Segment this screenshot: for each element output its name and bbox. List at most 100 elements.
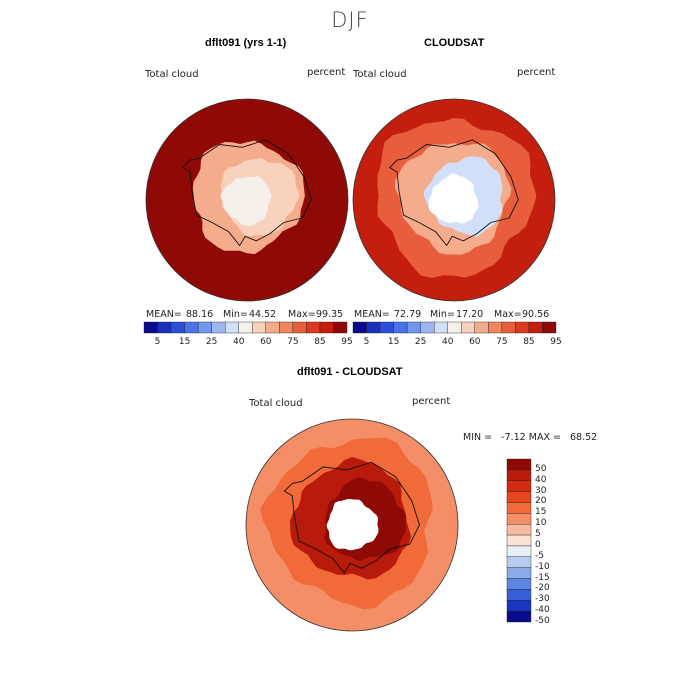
colorbar-cloudsat-swatch <box>461 321 475 334</box>
colorbar-model-swatch <box>292 321 307 334</box>
colorbar-difference-tick-label: -10 <box>535 561 550 572</box>
contour-region-pole <box>220 176 272 226</box>
map-panel-cloudsat <box>353 99 555 301</box>
colorbar-difference-tick-label: 5 <box>535 529 541 540</box>
colorbar-model-swatch <box>306 321 321 334</box>
colorbar-difference-tick-label: 20 <box>535 496 547 507</box>
colorbar-model-swatch <box>252 321 266 334</box>
colorbar-model-swatch <box>170 321 185 334</box>
colorbar-difference-tick-label: -5 <box>535 550 544 561</box>
contour-region-pole <box>326 498 379 551</box>
colorbar-model-tick-label: 85 <box>314 337 326 347</box>
colorbar-model-swatch <box>319 321 334 334</box>
units-label-model: percent <box>307 67 346 78</box>
mean-label-model: MEAN= <box>146 309 182 320</box>
colorbar-difference-tick-label: 0 <box>535 539 541 550</box>
colorbar-model-swatch <box>184 321 199 334</box>
colorbar-cloudsat-tick-label: 40 <box>441 337 454 347</box>
colorbar-cloudsat-swatch <box>528 321 543 334</box>
colorbar-model-tick-label: 25 <box>205 337 218 347</box>
colorbar-cloudsat-swatch <box>488 321 503 334</box>
colorbar-difference-swatch <box>506 600 532 612</box>
colorbar-model-swatch <box>143 321 158 334</box>
units-label-cloudsat: percent <box>517 67 556 78</box>
colorbar-cloudsat-swatch <box>447 321 462 334</box>
colorbar-difference-swatch <box>506 556 532 568</box>
colorbar-cloudsat-tick-label: 60 <box>469 337 481 347</box>
colorbar-model-swatch <box>333 321 348 334</box>
colorbar-cloudsat-tick-label: 95 <box>550 337 562 347</box>
colorbar-cloudsat-swatch <box>406 321 421 334</box>
colorbar-cloudsat-swatch <box>393 321 408 334</box>
mean-value-cloudsat: 72.79 <box>394 309 422 320</box>
coastline-outline <box>283 461 420 574</box>
colorbar-difference-swatch <box>506 502 532 514</box>
colorbar-model-swatch <box>224 321 239 334</box>
min-label-model: Min= <box>223 309 248 320</box>
mean-label-cloudsat: MEAN= <box>354 309 390 320</box>
colorbar-cloudsat-swatch <box>366 321 381 334</box>
field-label-difference: Total cloud <box>249 398 303 409</box>
colorbar-cloudsat-swatch <box>501 321 516 334</box>
min-value-cloudsat: 17.20 <box>456 309 484 320</box>
colorbar-cloudsat-swatch <box>542 321 557 334</box>
colorbar-difference-tick-label: -40 <box>535 605 550 616</box>
colorbar-model-swatch <box>279 321 294 334</box>
colorbar-difference-tick-label: 40 <box>535 474 547 485</box>
colorbar-difference-swatch <box>506 469 532 481</box>
colorbar-model-swatch <box>197 321 212 334</box>
colorbar-cloudsat-swatch <box>379 321 394 334</box>
map-border-1 <box>352 98 556 302</box>
colorbar-difference-tick-label: 30 <box>535 485 547 496</box>
colorbar-cloudsat-swatch <box>352 321 367 334</box>
max-label-model: Max= <box>288 309 316 320</box>
minmax-text-difference: MIN = -7.12 MAX = 68.52 <box>463 432 598 443</box>
colorbar-difference-tick-label: 50 <box>535 463 547 474</box>
colorbar-difference-swatch <box>506 458 532 471</box>
colorbar-cloudsat-tick-label: 5 <box>363 337 370 347</box>
colorbar-model-swatch <box>157 321 172 334</box>
colorbar-model-swatch <box>238 321 253 334</box>
mean-value-model: 88.16 <box>186 309 214 320</box>
colorbar-difference-tick-label: -30 <box>535 594 550 605</box>
colorbar-difference-tick-label: -50 <box>535 616 550 626</box>
colorbar-model-tick-label: 60 <box>260 337 272 347</box>
max-label-cloudsat: Max= <box>494 309 522 320</box>
colorbar-difference-swatch <box>506 545 532 558</box>
colorbar-model-tick-label: 40 <box>232 337 245 347</box>
map-border-0 <box>145 98 349 302</box>
map-border-2 <box>245 418 459 632</box>
colorbar-model-tick-label: 75 <box>287 337 299 347</box>
colorbar-cloudsat-tick-label: 15 <box>387 337 400 347</box>
colorbar-model-tick-label: 15 <box>178 337 191 347</box>
colorbar-difference-tick-label: 10 <box>535 518 547 529</box>
colorbar-model-swatch <box>211 321 226 334</box>
coastline-outline <box>388 139 519 247</box>
colorbar-difference-swatch <box>506 589 532 601</box>
colorbar-cloudsat-swatch <box>515 321 530 334</box>
colorbar-difference-swatch <box>506 567 532 579</box>
colorbar-cloudsat-tick-label: 75 <box>496 337 508 347</box>
contour-region-pole <box>428 173 479 224</box>
colorbar-difference-swatch <box>506 491 532 503</box>
colorbar-difference-swatch <box>506 610 532 623</box>
map-panel-difference <box>246 419 458 631</box>
colorbar-difference-swatch <box>506 480 532 492</box>
colorbar-difference-swatch <box>506 524 532 536</box>
map-panel-model <box>146 99 348 301</box>
colorbar-difference-tick-label: -20 <box>535 583 550 594</box>
colorbar-difference-tick-label: -15 <box>535 572 550 583</box>
field-label-cloudsat: Total cloud <box>353 69 407 80</box>
colorbar-cloudsat-tick-label: 25 <box>414 337 427 347</box>
colorbar-cloudsat-swatch <box>474 321 489 334</box>
colorbar-cloudsat-tick-label: 85 <box>523 337 535 347</box>
figure-title: DJF <box>331 8 369 32</box>
colorbar-difference-tick-label: 15 <box>535 507 547 518</box>
colorbar-difference-swatch <box>506 513 532 525</box>
colorbar-model-tick-label: 5 <box>154 337 161 347</box>
panel-title-difference: dflt091 - CLOUDSAT <box>297 366 403 378</box>
max-value-model: 99.35 <box>316 309 344 320</box>
colorbar-difference-swatch <box>506 578 532 590</box>
max-value-cloudsat: 90.56 <box>522 309 550 320</box>
